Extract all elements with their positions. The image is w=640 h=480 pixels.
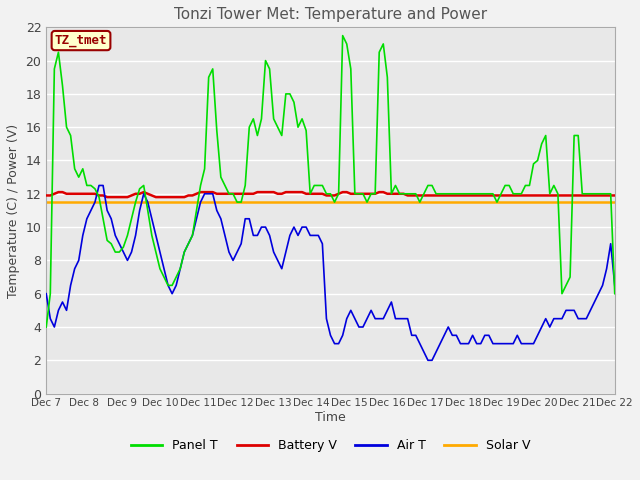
Title: Tonzi Tower Met: Temperature and Power: Tonzi Tower Met: Temperature and Power: [174, 7, 487, 22]
X-axis label: Time: Time: [315, 411, 346, 424]
Text: TZ_tmet: TZ_tmet: [55, 34, 108, 47]
Legend: Panel T, Battery V, Air T, Solar V: Panel T, Battery V, Air T, Solar V: [126, 434, 535, 457]
Y-axis label: Temperature (C) / Power (V): Temperature (C) / Power (V): [7, 123, 20, 298]
